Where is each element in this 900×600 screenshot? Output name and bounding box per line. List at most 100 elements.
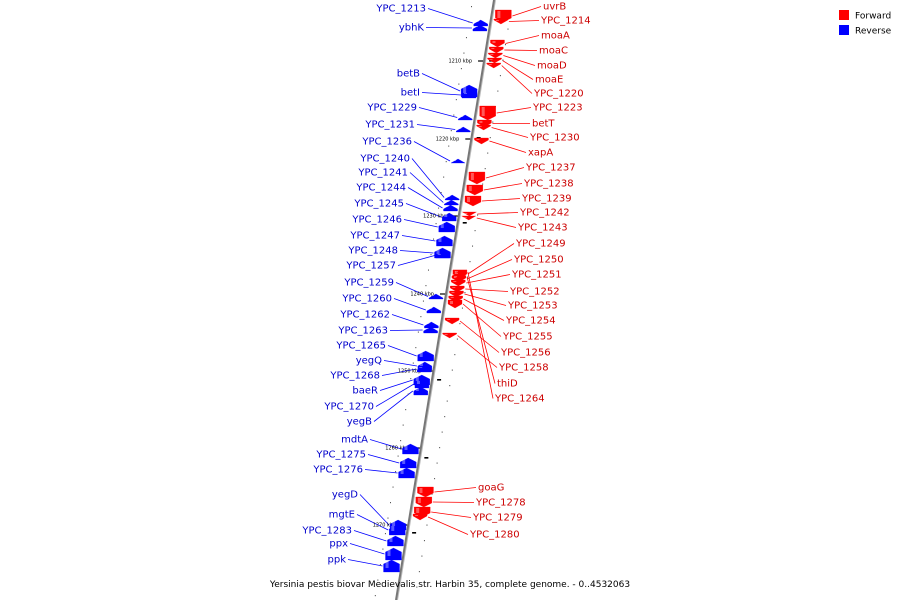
gene-feature-YPC_1231[interactable] xyxy=(456,126,471,133)
gene-label-YPC_1260[interactable]: YPC_1260 xyxy=(341,294,392,305)
gene-feature-YPC_1268[interactable] xyxy=(417,365,432,373)
gene-label-YPC_1265[interactable]: YPC_1265 xyxy=(335,341,386,352)
gene-feature-YPC_1223[interactable] xyxy=(479,105,496,121)
gene-label-YPC_1250[interactable]: YPC_1250 xyxy=(513,255,564,266)
gene-label-betB[interactable]: betB xyxy=(397,69,420,80)
gene-feature-mdtA[interactable] xyxy=(402,443,419,455)
gene-label-YPC_1248[interactable]: YPC_1248 xyxy=(347,246,398,257)
gene-label-YPC_1213[interactable]: YPC_1213 xyxy=(375,4,426,15)
gene-label-YPC_1259[interactable]: YPC_1259 xyxy=(343,278,394,289)
gene-label-yegD[interactable]: yegD xyxy=(332,490,358,501)
gene-label-YPC_1237[interactable]: YPC_1237 xyxy=(525,163,576,174)
gene-feature-YPC_1280[interactable] xyxy=(412,513,428,521)
gene-label-mdtA[interactable]: mdtA xyxy=(341,435,368,446)
gene-feature-YPC_1278[interactable] xyxy=(415,496,432,508)
gene-feature-yegB[interactable] xyxy=(413,386,428,396)
gene-feature-mgtE[interactable] xyxy=(389,524,406,536)
gene-feature-YPC_1262[interactable] xyxy=(424,321,439,329)
gene-feature-YPC_1238[interactable] xyxy=(466,184,483,196)
gene-feature-goaG[interactable] xyxy=(417,486,434,498)
gene-feature-YPC_1237[interactable] xyxy=(468,171,486,185)
gene-label-goaG[interactable]: goaG xyxy=(478,483,504,494)
gene-feature-ppx[interactable] xyxy=(385,547,402,561)
gene-label-YPC_1253[interactable]: YPC_1253 xyxy=(507,301,558,312)
gene-label-YPC_1280[interactable]: YPC_1280 xyxy=(469,530,520,541)
gene-feature-YPC_1258[interactable] xyxy=(442,332,457,339)
gene-feature-YPC_1239[interactable] xyxy=(464,195,482,207)
gene-feature-YPC_1244[interactable] xyxy=(443,204,458,212)
gene-feature-YPC_1252[interactable] xyxy=(450,285,465,293)
gene-label-moaD[interactable]: moaD xyxy=(537,61,567,72)
gene-label-betT[interactable]: betT xyxy=(532,119,555,130)
gene-label-YPC_1252[interactable]: YPC_1252 xyxy=(509,287,560,298)
gene-label-YPC_1223[interactable]: YPC_1223 xyxy=(532,103,583,114)
gene-feature-betI[interactable] xyxy=(461,91,477,99)
gene-label-YPC_1278[interactable]: YPC_1278 xyxy=(475,498,526,509)
gene-feature-YPC_1251[interactable] xyxy=(451,279,466,287)
gene-label-ppk[interactable]: ppk xyxy=(328,555,347,566)
gene-label-YPC_1246[interactable]: YPC_1246 xyxy=(351,215,402,226)
gene-feature-moaE[interactable] xyxy=(487,57,502,64)
gene-feature-YPC_1229[interactable] xyxy=(458,114,473,121)
gene-label-YPC_1263[interactable]: YPC_1263 xyxy=(337,326,388,337)
gene-label-YPC_1220[interactable]: YPC_1220 xyxy=(533,89,584,100)
gene-label-YPC_1262[interactable]: YPC_1262 xyxy=(339,310,390,321)
gene-feature-thiD[interactable] xyxy=(451,274,467,280)
gene-feature-YPC_1256[interactable] xyxy=(444,317,460,325)
gene-label-yegQ[interactable]: yegQ xyxy=(356,356,382,367)
gene-feature-YPC_1259[interactable] xyxy=(428,293,444,300)
gene-feature-YPC_1243[interactable] xyxy=(461,215,477,221)
gene-label-ppx[interactable]: ppx xyxy=(329,539,348,550)
gene-feature-xapA[interactable] xyxy=(474,137,489,145)
gene-feature-YPC_1255[interactable] xyxy=(447,299,463,309)
gene-label-uvrB[interactable]: uvrB xyxy=(543,2,566,13)
gene-label-YPC_1229[interactable]: YPC_1229 xyxy=(366,103,417,114)
gene-label-mgtE[interactable]: mgtE xyxy=(329,510,355,521)
gene-label-YPC_1214[interactable]: YPC_1214 xyxy=(540,16,591,27)
gene-label-YPC_1243[interactable]: YPC_1243 xyxy=(517,223,568,234)
gene-label-YPC_1236[interactable]: YPC_1236 xyxy=(361,137,412,148)
gene-feature-YPC_1246[interactable] xyxy=(438,221,455,233)
gene-label-YPC_1256[interactable]: YPC_1256 xyxy=(500,348,551,359)
gene-label-YPC_1231[interactable]: YPC_1231 xyxy=(364,120,415,131)
gene-label-thiD[interactable]: thiD xyxy=(497,379,518,390)
gene-feature-YPC_1240[interactable] xyxy=(444,194,460,201)
gene-label-YPC_1242[interactable]: YPC_1242 xyxy=(519,208,570,219)
gene-feature-YPC_1236[interactable] xyxy=(450,158,466,164)
gene-label-moaE[interactable]: moaE xyxy=(535,75,563,86)
gene-feature-YPC_1275[interactable] xyxy=(400,457,417,469)
gene-label-moaC[interactable]: moaC xyxy=(539,46,568,57)
gene-label-YPC_1268[interactable]: YPC_1268 xyxy=(329,371,380,382)
gene-feature-YPC_1265[interactable] xyxy=(417,350,434,362)
gene-label-xapA[interactable]: xapA xyxy=(528,148,553,159)
gene-label-YPC_1264[interactable]: YPC_1264 xyxy=(494,394,545,405)
gene-label-YPC_1251[interactable]: YPC_1251 xyxy=(511,270,562,281)
gene-feature-YPC_1241[interactable] xyxy=(444,199,459,206)
gene-label-YPC_1254[interactable]: YPC_1254 xyxy=(505,316,556,327)
gene-feature-YPC_1283[interactable] xyxy=(387,535,404,547)
gene-feature-YPC_1245[interactable] xyxy=(442,212,457,222)
gene-feature-YPC_1253[interactable] xyxy=(449,290,464,298)
gene-label-baeR[interactable]: baeR xyxy=(352,386,378,397)
gene-label-YPC_1238[interactable]: YPC_1238 xyxy=(523,179,574,190)
gene-feature-YPC_1213[interactable] xyxy=(473,19,488,27)
gene-label-YPC_1257[interactable]: YPC_1257 xyxy=(345,261,396,272)
gene-label-YPC_1276[interactable]: YPC_1276 xyxy=(312,465,363,476)
gene-feature-YPC_1230[interactable] xyxy=(476,124,491,131)
gene-feature-moaD[interactable] xyxy=(488,52,503,59)
gene-label-YPC_1245[interactable]: YPC_1245 xyxy=(353,199,404,210)
gene-label-YPC_1240[interactable]: YPC_1240 xyxy=(359,154,410,165)
gene-label-YPC_1283[interactable]: YPC_1283 xyxy=(301,526,352,537)
gene-label-YPC_1239[interactable]: YPC_1239 xyxy=(521,194,572,205)
gene-feature-YPC_1214[interactable] xyxy=(493,18,509,25)
gene-label-YPC_1270[interactable]: YPC_1270 xyxy=(323,402,374,413)
gene-label-YPC_1247[interactable]: YPC_1247 xyxy=(349,231,400,242)
gene-feature-YPC_1263[interactable] xyxy=(423,326,438,334)
gene-label-YPC_1241[interactable]: YPC_1241 xyxy=(357,168,408,179)
gene-label-betI[interactable]: betI xyxy=(401,88,420,99)
gene-feature-YPC_1264[interactable] xyxy=(452,269,468,275)
gene-feature-moaA[interactable] xyxy=(490,39,505,48)
gene-feature-ybhK[interactable] xyxy=(472,24,488,32)
gene-feature-YPC_1242[interactable] xyxy=(461,211,477,217)
gene-label-YPC_1244[interactable]: YPC_1244 xyxy=(355,183,406,194)
